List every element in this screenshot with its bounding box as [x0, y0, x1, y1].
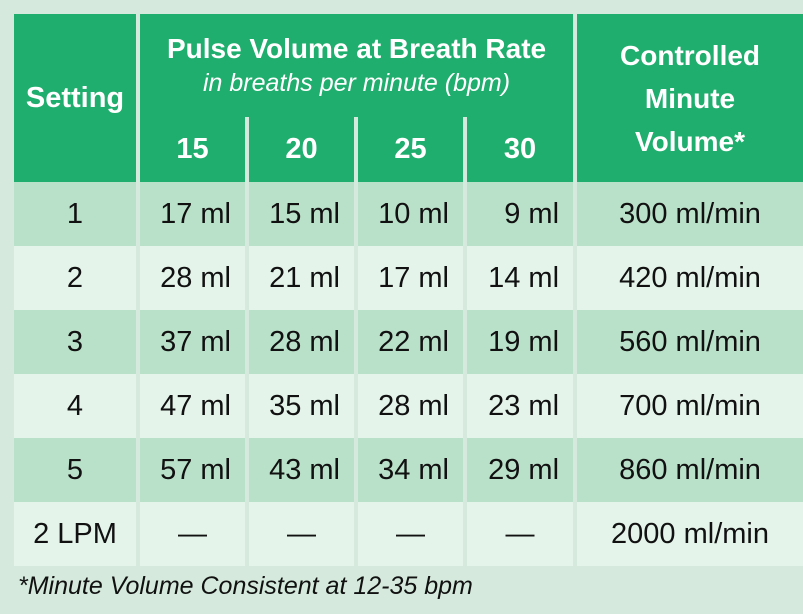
setting-cell: 5 [14, 438, 140, 502]
setting-cell: 2 LPM [14, 502, 140, 566]
cmv-cell: 860 ml/min [575, 438, 803, 502]
cmv-header-line: Volume* [635, 125, 745, 157]
volume-cell: 29 ml [465, 438, 578, 502]
group-subtitle: in breaths per minute (bpm) [202, 69, 511, 97]
table-row: 4 47 ml 35 ml 28 ml 23 ml 700 ml/min [14, 374, 803, 438]
table-row: 1 17 ml 15 ml 10 ml 9 ml 300 ml/min [14, 182, 803, 246]
volume-cell: 10 ml [356, 182, 467, 246]
table-row: 5 57 ml 43 ml 34 ml 29 ml 860 ml/min [14, 438, 803, 502]
controlled-minute-volume-header: Controlled Minute Volume* [575, 14, 803, 182]
volume-cell: 28 ml [247, 310, 358, 374]
volume-cell: — [138, 502, 249, 566]
setting-cell: 1 [14, 182, 140, 246]
breath-rate-group-header: Pulse Volume at Breath Rate in breaths p… [138, 14, 578, 117]
table-body: 1 17 ml 15 ml 10 ml 9 ml 300 ml/min 2 28… [14, 182, 803, 566]
volume-cell: 22 ml [356, 310, 467, 374]
cmv-header-line: Minute [644, 82, 736, 114]
group-title: Pulse Volume at Breath Rate [166, 33, 547, 64]
volume-cell: 47 ml [138, 374, 249, 438]
rate-header-25: 25 [356, 117, 467, 182]
volume-cell: 37 ml [138, 310, 249, 374]
volume-cell: 23 ml [465, 374, 578, 438]
cmv-cell: 560 ml/min [575, 310, 803, 374]
volume-cell: 21 ml [247, 246, 358, 310]
volume-cell: 17 ml [356, 246, 467, 310]
volume-cell: — [356, 502, 467, 566]
volume-cell: 19 ml [465, 310, 578, 374]
rate-header-30: 30 [465, 117, 578, 182]
cmv-cell: 420 ml/min [575, 246, 803, 310]
cmv-cell: 2000 ml/min [575, 502, 803, 566]
volume-cell: 28 ml [138, 246, 249, 310]
footnote: *Minute Volume Consistent at 12-35 bpm [18, 572, 473, 600]
setting-cell: 2 [14, 246, 140, 310]
volume-cell: — [465, 502, 578, 566]
volume-cell: 9 ml [465, 182, 578, 246]
table-header: Setting Pulse Volume at Breath Rate in b… [14, 14, 803, 182]
table-row: 2 28 ml 21 ml 17 ml 14 ml 420 ml/min [14, 246, 803, 310]
volume-cell: 35 ml [247, 374, 358, 438]
pulse-volume-table: Setting Pulse Volume at Breath Rate in b… [14, 14, 803, 566]
volume-cell: 34 ml [356, 438, 467, 502]
table-row: 2 LPM — — — — 2000 ml/min [14, 502, 803, 566]
volume-cell: 43 ml [247, 438, 358, 502]
cmv-header-line: Controlled [620, 39, 761, 71]
volume-cell: — [247, 502, 358, 566]
volume-cell: 57 ml [138, 438, 249, 502]
volume-cell: 17 ml [138, 182, 249, 246]
rate-header-20: 20 [247, 117, 358, 182]
setting-cell: 4 [14, 374, 140, 438]
table-row: 3 37 ml 28 ml 22 ml 19 ml 560 ml/min [14, 310, 803, 374]
rate-header-15: 15 [138, 117, 249, 182]
volume-cell: 15 ml [247, 182, 358, 246]
volume-cell: 14 ml [465, 246, 578, 310]
cmv-cell: 300 ml/min [575, 182, 803, 246]
volume-cell: 28 ml [356, 374, 467, 438]
setting-cell: 3 [14, 310, 140, 374]
cmv-cell: 700 ml/min [575, 374, 803, 438]
setting-header: Setting [14, 14, 140, 182]
